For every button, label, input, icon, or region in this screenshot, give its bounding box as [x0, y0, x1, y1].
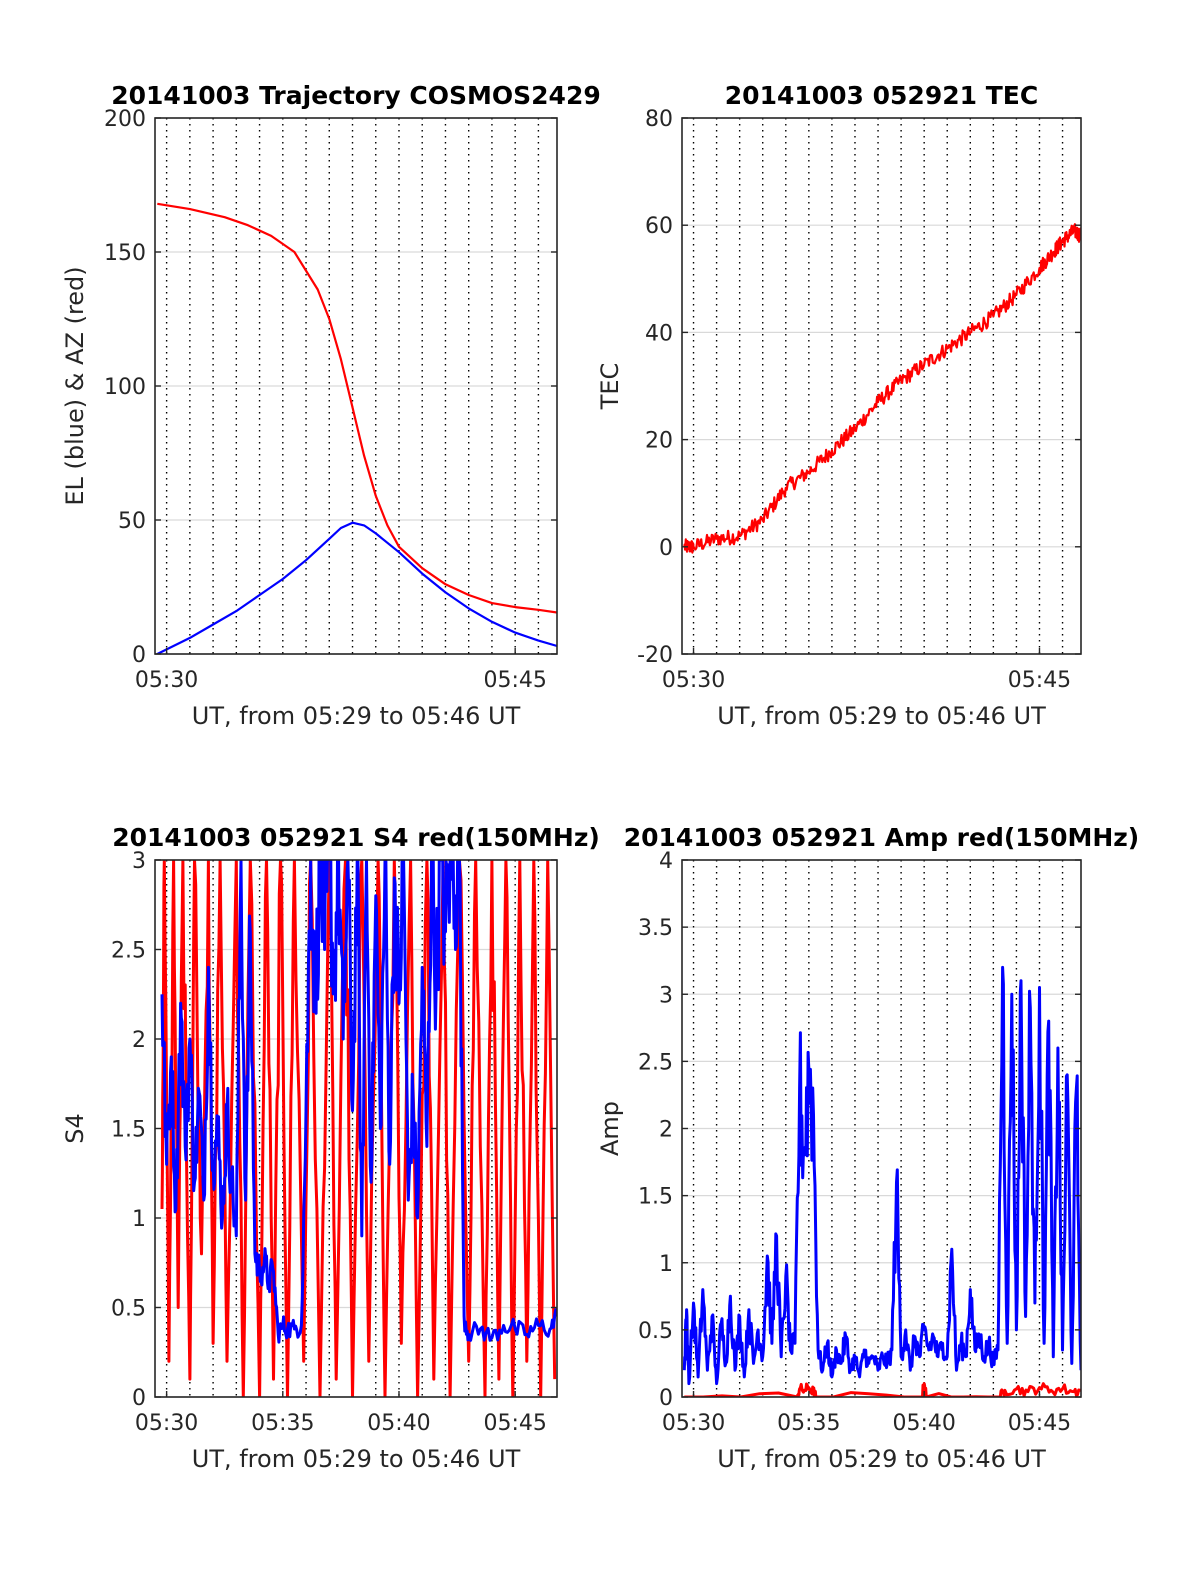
x-tick-label: 05:30: [135, 1411, 198, 1436]
y-tick-label: 3.5: [638, 916, 673, 941]
x-tick-label: 05:45: [1008, 668, 1071, 693]
axes-box: [681, 117, 1082, 655]
y-tick-label: 0: [659, 1386, 673, 1411]
y-tick-label: 2.5: [638, 1050, 673, 1075]
series-line-red: [684, 1382, 1081, 1397]
y-tick-label: 100: [104, 375, 146, 400]
y-axis-label: S4: [61, 1113, 89, 1144]
y-tick-label: 150: [104, 241, 146, 266]
y-tick-label: 0: [659, 536, 673, 561]
y-axis-label: TEC: [596, 363, 624, 411]
y-tick-label: 2: [659, 1118, 673, 1143]
y-tick-label: 60: [645, 214, 673, 239]
x-tick-label: 05:30: [662, 1411, 725, 1436]
y-tick-label: 0.5: [638, 1319, 673, 1344]
x-tick-label: 05:40: [892, 1411, 955, 1436]
x-tick-label: 05:40: [367, 1411, 430, 1436]
y-tick-label: 2.5: [111, 939, 146, 964]
y-tick-label: 0: [132, 643, 146, 668]
x-tick-label: 05:30: [662, 668, 725, 693]
series-line-red: [683, 223, 1081, 554]
y-axis-label: EL (blue) & AZ (red): [61, 266, 89, 505]
y-tick-label: 50: [118, 509, 146, 534]
y-tick-label: 0.5: [111, 1297, 146, 1322]
y-tick-label: 0: [132, 1386, 146, 1411]
y-tick-label: 1: [659, 1252, 673, 1277]
chart-title: 20141003 052921 Amp red(150MHz): [624, 823, 1140, 852]
x-axis-label: UT, from 05:29 to 05:46 UT: [717, 702, 1046, 730]
x-tick-label: 05:45: [483, 668, 546, 693]
y-tick-label: 2: [132, 1028, 146, 1053]
y-tick-label: 20: [645, 429, 673, 454]
x-tick-label: 05:35: [251, 1411, 314, 1436]
y-tick-label: 40: [645, 321, 673, 346]
x-tick-label: 05:35: [777, 1411, 840, 1436]
y-tick-label: 200: [104, 107, 146, 132]
y-axis-label: Amp: [596, 1101, 624, 1156]
y-tick-label: 3: [659, 983, 673, 1008]
x-tick-label: 05:45: [1008, 1411, 1071, 1436]
chart-title: 20141003 052921 S4 red(150MHz): [112, 823, 600, 852]
series-line-blue: [682, 965, 1081, 1386]
x-axis-label: UT, from 05:29 to 05:46 UT: [192, 702, 521, 730]
chart-title: 20141003 052921 TEC: [725, 81, 1038, 110]
y-tick-label: 4: [659, 849, 673, 874]
y-tick-label: -20: [637, 643, 673, 668]
y-tick-label: 80: [645, 107, 673, 132]
series-line-blue: [156, 521, 557, 654]
panel-trajectory: 0 50 100 150 200 05:30 05:45 20141003 Trajector…: [61, 81, 601, 730]
x-tick-label: 05:45: [483, 1411, 546, 1436]
panel-tec: -20 0 20 40 60 80 05:30 05:45 20141003 052921 TE…: [596, 81, 1082, 730]
x-axis-label: UT, from 05:29 to 05:46 UT: [192, 1445, 521, 1473]
y-tick-label: 1.5: [111, 1118, 146, 1143]
y-tick-label: 1.5: [638, 1185, 673, 1210]
series-line-blue: [160, 860, 557, 1344]
panel-s4: 0 0.5 1 1.5 2 2.5 3 05:30 05:35 05:40 05:45 2014100…: [61, 823, 600, 1473]
y-tick-label: 1: [132, 1207, 146, 1232]
chart-title: 20141003 Trajectory COSMOS2429: [111, 81, 601, 110]
y-tick-label: 3: [132, 849, 146, 874]
x-tick-label: 05:30: [135, 668, 198, 693]
panel-amp: 0 0.5 1 1.5 2 2.5 3 3.5 4 05:30 05:35 05:40 05:45 201…: [596, 823, 1139, 1473]
series-line-red: [157, 202, 557, 614]
x-axis-label: UT, from 05:29 to 05:46 UT: [717, 1445, 1046, 1473]
